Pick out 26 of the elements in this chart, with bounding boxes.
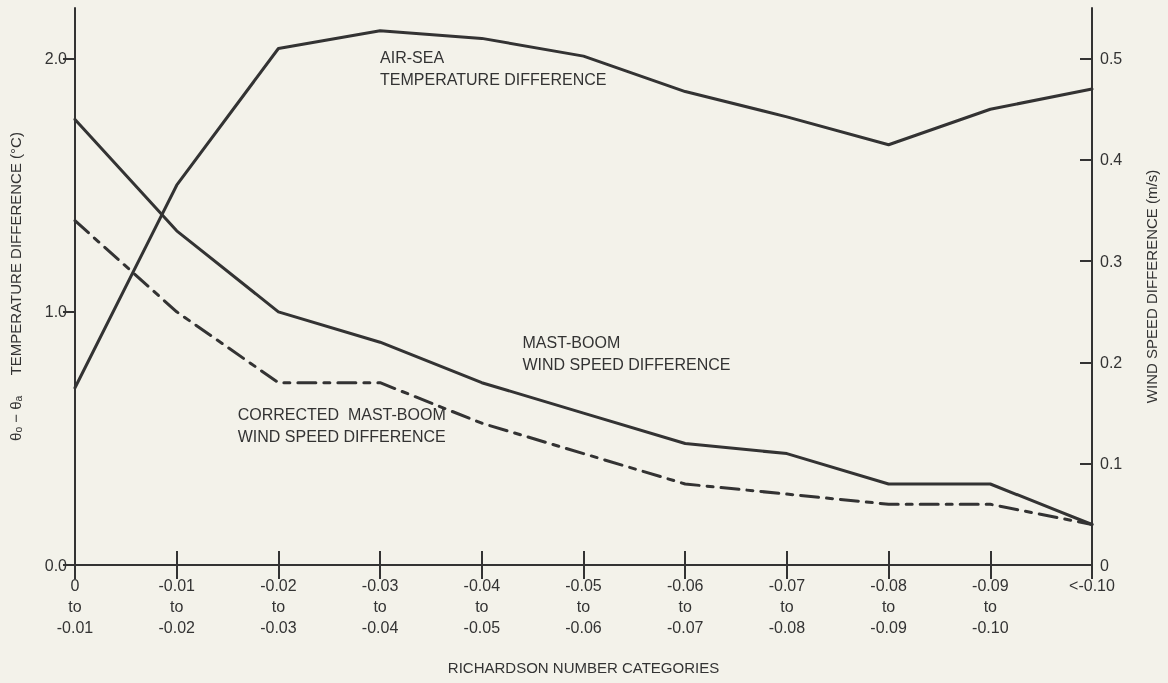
x-tick-label: -0.02 to -0.03	[260, 577, 297, 636]
y2-tick-label: 0.5	[1100, 50, 1123, 68]
x-tick-label: -0.01 to -0.02	[158, 577, 196, 636]
y2-tick-label: 0.1	[1100, 455, 1123, 473]
y2-tick-label: 0.4	[1100, 151, 1123, 169]
x-tick-label: 0 to -0.01	[56, 577, 94, 636]
x-tick-label: -0.03 to -0.04	[361, 577, 399, 636]
y2-tick-label: 0.3	[1100, 252, 1123, 270]
x-tick-label: -0.05 to -0.06	[565, 577, 602, 636]
x-tick-label: -0.08 to -0.09	[870, 577, 907, 636]
x-axis-title: RICHARDSON NUMBER CATEGORIES	[447, 659, 720, 676]
y2-tick-label: 0.2	[1100, 353, 1123, 371]
y-tick-label: 0.0	[44, 556, 68, 574]
x-tick-label: -0.04 to -0.05	[463, 577, 501, 636]
x-tick-label: -0.07 to -0.08	[768, 577, 806, 636]
series-label: AIR-SEA TEMPERATURE DIFFERENCE	[380, 49, 607, 89]
y-axis-title: θₒ − θₐ TEMPERATURE DIFFERENCE (°C)	[7, 132, 24, 441]
series-label: CORRECTED MAST-BOOM WIND SPEED DIFFERENCE	[237, 405, 446, 445]
y-tick-label: 2.0	[44, 50, 68, 68]
y2-axis-title: WIND SPEED DIFFERENCE (m/s)	[1143, 169, 1160, 404]
y2-tick-label: 0	[1100, 556, 1109, 574]
x-tick-label: -0.09 to -0.10	[972, 577, 1009, 636]
series-label: MAST-BOOM WIND SPEED DIFFERENCE	[522, 333, 731, 373]
x-tick-label: <-0.10	[1069, 577, 1116, 594]
x-tick-label: -0.06 to -0.07	[666, 577, 704, 636]
y-tick-label: 1.0	[44, 303, 68, 321]
